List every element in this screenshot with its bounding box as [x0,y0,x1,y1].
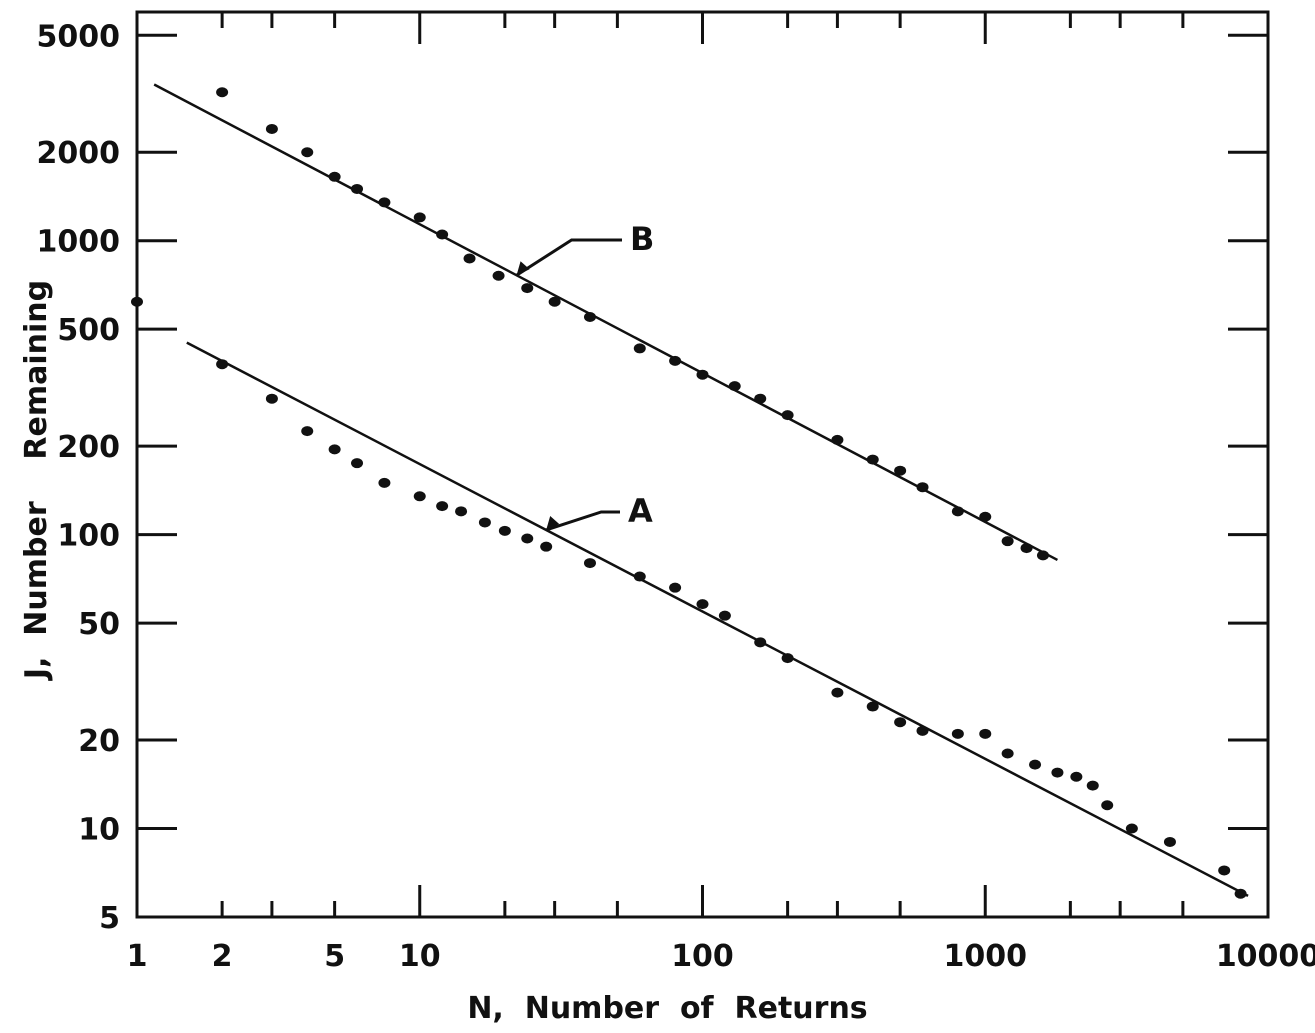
x-axis-title: N, Number of Returns [467,991,867,1026]
data-point-a [1218,865,1231,876]
data-point-b [1036,550,1049,561]
y-tick-label: 5000 [37,19,121,54]
data-point-a [521,533,534,544]
data-point-b [216,87,229,98]
data-point-b [866,454,879,465]
data-point-a [866,701,879,712]
data-point-b [492,270,505,281]
data-point-b [413,212,426,223]
y-tick-label: 200 [57,430,120,465]
data-point-a [1163,836,1176,847]
annotations: BA [515,220,654,532]
data-point-b [436,229,449,240]
data-points [131,87,1247,899]
x-tick-label: 2 [212,939,233,974]
data-point-a [216,359,229,370]
data-point-b [894,465,907,476]
data-point-a [301,426,314,437]
data-point-b [265,123,278,134]
y-tick-label: 5 [99,901,120,936]
data-point-a [831,687,844,698]
data-point-b [979,511,992,522]
x-tick-label: 5 [324,939,345,974]
data-point-a [455,506,468,517]
data-point-a [1234,888,1247,899]
leader-arrowhead-b [516,261,530,276]
y-tick-label: 10 [78,813,120,848]
data-point-b [378,197,391,208]
data-point-a [540,541,553,552]
data-point-b [521,283,534,294]
x-tick-label: 1 [127,939,148,974]
leader-line-a [545,510,620,532]
data-point-a [328,444,341,455]
data-point-a [1125,823,1138,834]
data-point-a [754,637,767,648]
data-point-a [696,599,709,610]
data-point-b [696,369,709,380]
x-tick-label: 10000 [1216,939,1315,974]
data-point-b [1001,536,1014,547]
y-tick-label: 1000 [37,225,121,260]
data-point-a [951,728,964,739]
y-tick-label: 100 [57,519,120,554]
data-point-a [669,582,682,593]
data-point-b [781,410,794,421]
y-tick-label: 20 [78,724,120,759]
data-point-a [498,525,511,536]
data-point-a [583,558,596,569]
data-point-b [831,434,844,445]
data-point-b [463,253,476,264]
data-point-a [265,393,278,404]
data-point-a [916,725,929,736]
data-point-a [718,610,731,621]
data-point-a [413,491,426,502]
data-point-a [781,653,794,664]
data-point-b [351,183,364,194]
fit-line-b [153,83,1059,562]
leader-arrowhead-a [546,515,560,530]
x-tick-label: 1000 [944,939,1028,974]
data-point-b [583,312,596,323]
x-tick-label: 100 [671,939,734,974]
data-point-a [1051,767,1064,778]
data-point-a [1029,759,1042,770]
leader-line-b [515,238,622,277]
data-point-b [916,482,929,493]
data-point-a [979,728,992,739]
y-tick-label: 500 [57,313,120,348]
series-label-b: B [630,220,654,258]
y-tick-labels: 5 10 20 50 100 200 500 1000 2000 5000 [37,19,121,936]
data-point-a [633,571,646,582]
fit-line-a [186,341,1249,897]
data-point-a [1001,748,1014,759]
x-tick-label: 10 [399,939,441,974]
y-tick-label: 2000 [37,136,121,171]
data-point-b [301,147,314,158]
y-tick-label: 50 [78,607,120,642]
axis-ticks [135,12,1270,919]
data-point-a [894,717,907,728]
data-point-b [1020,543,1033,554]
data-point-b [633,343,646,354]
data-point-a [131,296,143,307]
data-point-a [1086,780,1099,791]
data-point-b [951,506,964,517]
data-point-a [378,477,391,488]
data-point-b [669,355,682,366]
data-point-b [548,296,561,307]
y-axis-title: J, Number Remaining [19,280,54,681]
data-point-b [754,393,767,404]
data-point-b [328,171,341,182]
data-point-a [478,517,491,528]
fit-lines [153,83,1249,897]
data-point-a [351,458,364,469]
series-label-a: A [628,492,653,530]
data-point-a [1070,771,1083,782]
data-point-b [728,381,741,392]
data-point-a [1101,800,1114,811]
x-tick-labels: 1 2 5 10 100 1000 10000 [127,939,1315,974]
data-point-a [436,501,449,512]
